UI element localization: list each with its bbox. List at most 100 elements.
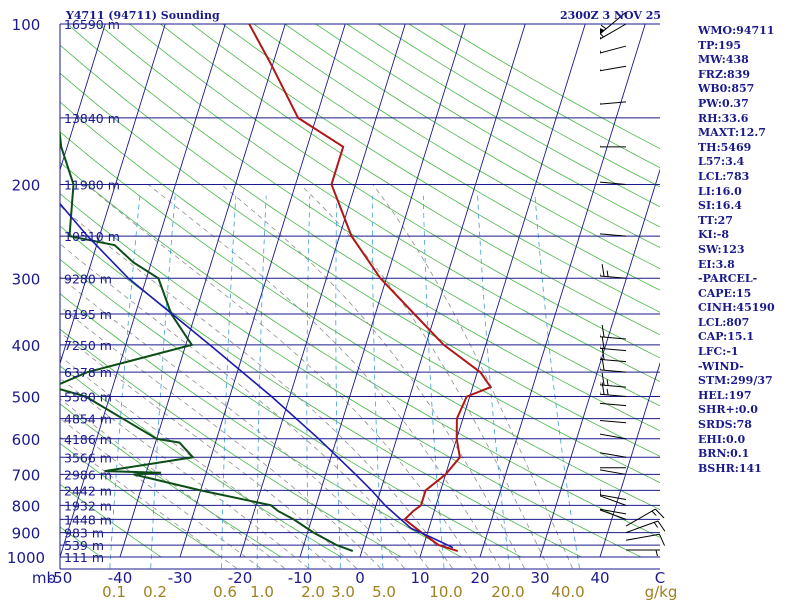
index-item: STM:299/37 — [698, 374, 773, 388]
wind-barb-shaft — [600, 336, 627, 340]
mixing-ratio-labels: 0.1 0.2 0.6 1.0 2.0 3.0 5.0 10.0 20.0 40.0 g/kg — [102, 583, 677, 600]
wind-barb-shaft — [600, 45, 627, 54]
pressure-tick-label: 200 — [12, 176, 41, 194]
wind-barb-shaft — [625, 533, 660, 541]
wind-barb-feather — [594, 336, 596, 348]
temperature-tick-label: 0 — [355, 569, 365, 587]
wind-barb-feather — [600, 355, 601, 360]
pressure-tick-label: 800 — [12, 497, 41, 515]
wind-barb-feather — [601, 336, 605, 349]
height-label: 13840 m — [64, 111, 120, 126]
moist-adiabat-line — [60, 305, 381, 569]
wind-barb — [600, 452, 627, 458]
wind-barb — [600, 144, 626, 148]
wind-barb-shaft — [600, 420, 627, 424]
wind-barb-feather — [601, 324, 605, 338]
index-item: LCL:807 — [698, 315, 750, 329]
index-item: SHR+:0.0 — [698, 403, 758, 417]
height-label: 1932 m — [64, 498, 112, 513]
wind-barb — [600, 467, 626, 469]
isotherm-line — [419, 24, 586, 558]
wind-barbs — [590, 11, 666, 557]
wind-barb-pennant — [600, 28, 605, 34]
wind-barb-shaft — [600, 275, 627, 279]
wind-barb-feather — [596, 496, 597, 508]
wind-barb-half-feather — [606, 388, 609, 396]
pressure-tick-label: 100 — [12, 16, 41, 34]
dry-adiabat-line — [60, 101, 660, 484]
wind-barb-pennant — [590, 60, 598, 72]
wind-barb-feather — [601, 372, 605, 386]
wind-barb-shaft — [625, 520, 659, 534]
wind-barb-feather — [598, 483, 599, 495]
index-item: PW:0.37 — [698, 96, 749, 110]
wind-barb — [590, 408, 627, 424]
wind-barb — [600, 402, 627, 407]
pressure-tick-label: 300 — [12, 270, 41, 288]
index-item: WMO:94711 — [698, 24, 775, 37]
wind-barb-feather — [590, 263, 592, 275]
wind-barb-feather — [601, 347, 605, 360]
isotherm-line — [119, 24, 286, 558]
moist-adiabat-line — [60, 377, 309, 569]
dry-adiabat-line — [67, 24, 660, 407]
pressure-tick-label: 600 — [12, 431, 41, 449]
wind-barb-feather — [590, 408, 592, 420]
wind-barb-half-feather — [600, 144, 601, 147]
temperature-tick-label: -40 — [108, 569, 133, 587]
mixing-ratio-label: 40.0 — [551, 583, 584, 600]
wind-barb-shaft — [600, 469, 627, 475]
isotherm-line — [60, 24, 106, 172]
height-label: 111 m — [64, 550, 104, 565]
wind-barb-shaft — [600, 65, 627, 72]
moist-adiabat-line — [60, 205, 453, 569]
height-label: 16590 m — [64, 17, 120, 32]
temperature-line — [247, 24, 493, 553]
wind-barb-feather — [590, 372, 592, 384]
wind-barb-half-feather — [600, 32, 604, 38]
pressure-tick-label: 700 — [12, 466, 41, 484]
height-label: 5580 m — [64, 390, 112, 405]
wind-barb — [600, 233, 627, 237]
wind-barb — [590, 372, 627, 388]
wind-barb-shaft — [600, 452, 627, 458]
wind-barb-feather — [590, 346, 592, 358]
height-label: 6378 m — [64, 365, 112, 380]
height-label: 9280 m — [64, 271, 112, 286]
height-label: 4186 m — [64, 432, 112, 447]
wind-barb — [625, 533, 665, 546]
height-label: 2442 m — [64, 483, 112, 498]
temperature-tick-label: -10 — [288, 569, 313, 587]
wind-barb-shaft — [600, 509, 627, 520]
index-item: MAXT:12.7 — [698, 126, 766, 140]
wind-barb-feather — [592, 456, 593, 468]
moist-adiabat-line — [60, 276, 405, 569]
index-item: LFC:-1 — [698, 345, 739, 359]
wind-barb-shaft — [600, 347, 627, 352]
index-item: BRN:0.1 — [698, 447, 750, 461]
wind-barb-shaft — [600, 402, 627, 407]
temperature-tick-label: 30 — [530, 569, 549, 587]
height-label: 539 m — [64, 538, 104, 553]
moist-adiabat-line — [220, 184, 525, 569]
wind-barb-pennant — [600, 36, 602, 40]
mixing-ratio-label: 3.0 — [331, 583, 355, 600]
wind-barb-feather — [600, 390, 601, 395]
wind-barb — [600, 433, 627, 440]
wind-barb-shaft — [625, 508, 656, 527]
wind-barb-feather — [600, 272, 601, 277]
index-item: LI:16.0 — [698, 184, 742, 198]
isotherm-line — [179, 24, 346, 558]
pressure-tick-label: 1000 — [7, 549, 45, 567]
isobars — [60, 23, 660, 558]
height-label: 2986 m — [64, 467, 112, 482]
isotherm-line — [599, 361, 660, 558]
moist-adiabat-line — [60, 398, 285, 569]
wind-barb — [596, 496, 627, 515]
index-item: L57:3.4 — [698, 155, 745, 169]
isotherm-line — [299, 24, 466, 558]
moist-adiabat-line — [60, 417, 261, 569]
isotherm-line — [359, 24, 526, 558]
index-item: HEL:197 — [698, 388, 752, 402]
index-item: SW:123 — [698, 242, 745, 256]
